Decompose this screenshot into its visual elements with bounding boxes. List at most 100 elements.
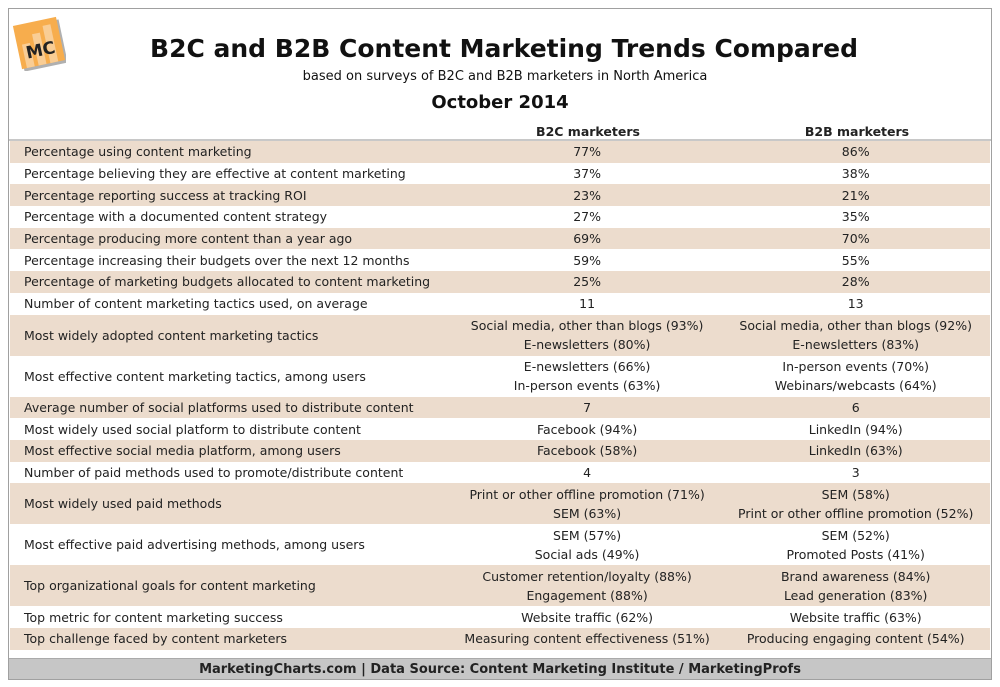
b2b-cell: 21% bbox=[721, 186, 990, 205]
row-label: Most widely adopted content marketing ta… bbox=[24, 327, 319, 343]
chart-subtitle: based on surveys of B2C and B2B marketer… bbox=[302, 69, 708, 84]
b2c-cell: 59% bbox=[453, 251, 722, 270]
b2b-cell: Website traffic (63%) bbox=[721, 608, 990, 627]
table-row: Most effective paid advertising methods,… bbox=[10, 524, 990, 565]
row-label: Percentage reporting success at tracking… bbox=[24, 187, 307, 203]
b2b-cell: 35% bbox=[721, 207, 990, 226]
table-row: Top organizational goals for content mar… bbox=[10, 565, 990, 607]
b2c-value: E-newsletters (66%) bbox=[523, 359, 651, 374]
row-label: Percentage increasing their budgets over… bbox=[24, 252, 410, 268]
b2c-value: E-newsletters (80%) bbox=[523, 337, 651, 352]
b2b-value: 13 bbox=[847, 296, 864, 312]
b2b-cell: Brand awareness (84%) Lead generation (83… bbox=[721, 567, 990, 605]
b2b-value: LinkedIn (94%) bbox=[808, 421, 903, 437]
table-row: Percentage believing they are effective … bbox=[10, 163, 990, 185]
table-row: Percentage of marketing budgets allocate… bbox=[10, 271, 990, 293]
b2c-value: 23% bbox=[573, 187, 601, 203]
row-label: Number of paid methods used to promote/d… bbox=[24, 464, 404, 480]
b2b-value: 38% bbox=[841, 166, 870, 182]
b2b-cell: In-person events (70%) Webinars/webcasts … bbox=[721, 357, 990, 395]
b2b-cell: 86% bbox=[721, 142, 990, 161]
b2c-cell: 27% bbox=[453, 207, 722, 226]
table-row: Most widely used social platform to dist… bbox=[10, 418, 990, 440]
b2b-cell: 38% bbox=[721, 164, 990, 183]
b2c-cell: Facebook (58%) bbox=[453, 441, 722, 460]
b2b-value: 35% bbox=[841, 209, 870, 225]
row-label: Most effective paid advertising methods,… bbox=[24, 537, 365, 553]
b2b-value: Social media, other than blogs (92%) bbox=[739, 318, 972, 333]
b2b-cell: 70% bbox=[721, 229, 990, 248]
chart-title: B2C and B2B Content Marketing Trends Com… bbox=[150, 34, 858, 63]
b2c-value: 69% bbox=[573, 231, 601, 247]
b2b-cell: 13 bbox=[721, 294, 990, 313]
table-row: Percentage producing more content than a… bbox=[10, 227, 990, 250]
b2b-cell: 3 bbox=[721, 463, 990, 482]
b2b-value: SEM (52%) bbox=[821, 527, 890, 543]
b2c-value: 4 bbox=[583, 464, 592, 480]
b2c-cell: 69% bbox=[453, 229, 722, 248]
source-footer: MarketingCharts.com | Data Source: Conte… bbox=[9, 658, 991, 679]
row-label: Most widely used paid methods bbox=[24, 496, 222, 512]
b2b-value: 70% bbox=[841, 231, 870, 247]
row-label: Average number of social platforms used … bbox=[24, 399, 414, 415]
row-label: Most effective social media platform, am… bbox=[24, 443, 341, 459]
b2b-value: Brand awareness (84%) bbox=[780, 568, 931, 584]
b2c-value: 77% bbox=[573, 144, 601, 160]
b2b-value: Lead generation (83%) bbox=[783, 587, 928, 603]
header-divider bbox=[9, 139, 991, 141]
b2c-value: 37% bbox=[573, 166, 601, 182]
chart-date: October 2014 bbox=[431, 92, 569, 113]
b2b-cell: 28% bbox=[721, 272, 990, 291]
b2c-value: Print or other offline promotion (71%) bbox=[469, 486, 705, 502]
b2b-value: Producing engaging content (54%) bbox=[746, 631, 965, 647]
b2b-cell: Social media, other than blogs (92%) E-ne… bbox=[721, 316, 990, 354]
table-row: Most widely used paid methods Print or ot… bbox=[10, 483, 990, 525]
b2c-value: Customer retention/loyalty (88%) bbox=[482, 568, 692, 584]
row-label: Top organizational goals for content mar… bbox=[24, 578, 316, 594]
b2b-value: 55% bbox=[841, 252, 870, 268]
b2b-cell: LinkedIn (63%) bbox=[721, 441, 990, 460]
b2c-cell: Measuring content effectiveness (51%) bbox=[453, 629, 722, 648]
table-row: Most effective social media platform, am… bbox=[10, 439, 990, 462]
b2c-value: Website traffic (62%) bbox=[521, 609, 654, 625]
b2c-value: Engagement (88%) bbox=[526, 587, 648, 603]
b2c-value: 59% bbox=[573, 252, 601, 268]
table-row: Percentage with a documented content str… bbox=[10, 206, 990, 228]
b2c-value: 25% bbox=[573, 274, 601, 290]
b2c-cell: SEM (57%) Social ads (49%) bbox=[453, 526, 722, 564]
b2b-cell: 6 bbox=[721, 398, 990, 417]
b2b-value: Website traffic (63%) bbox=[789, 609, 922, 625]
b2c-cell: 23% bbox=[453, 186, 722, 205]
table-row: Average number of social platforms used … bbox=[10, 396, 990, 419]
b2b-value: SEM (58%) bbox=[821, 486, 890, 502]
b2b-value: Print or other offline promotion (52%) bbox=[738, 505, 974, 521]
b2c-value: SEM (63%) bbox=[553, 505, 622, 521]
b2c-value: 11 bbox=[579, 296, 596, 312]
column-header-b2b: B2B marketers bbox=[804, 124, 910, 139]
row-label: Top metric for content marketing success bbox=[24, 609, 283, 625]
b2b-value: LinkedIn (63%) bbox=[808, 443, 903, 459]
row-label: Percentage using content marketing bbox=[24, 144, 252, 160]
b2c-cell: 37% bbox=[453, 164, 722, 183]
b2b-value: E-newsletters (83%) bbox=[792, 337, 919, 352]
b2c-cell: 4 bbox=[453, 463, 722, 482]
table-row: Percentage reporting success at tracking… bbox=[10, 184, 990, 207]
row-label: Percentage producing more content than a… bbox=[24, 231, 353, 247]
table-row: Most widely adopted content marketing ta… bbox=[10, 314, 990, 356]
b2c-cell: Customer retention/loyalty (88%) Engageme… bbox=[453, 567, 722, 605]
b2c-cell: 11 bbox=[453, 294, 722, 313]
b2c-cell: 25% bbox=[453, 272, 722, 291]
table-row: Number of content marketing tactics used… bbox=[10, 293, 990, 315]
b2c-cell: Social media, other than blogs (93%) E-ne… bbox=[453, 316, 722, 354]
b2c-cell: E-newsletters (66%) In-person events (63%… bbox=[453, 357, 722, 395]
b2b-value: In-person events (70%) bbox=[782, 359, 929, 374]
b2b-value: 6 bbox=[851, 399, 860, 415]
table-row: Percentage increasing their budgets over… bbox=[10, 249, 990, 271]
b2b-value: 21% bbox=[841, 187, 870, 203]
b2b-value: 28% bbox=[841, 274, 870, 290]
b2b-value: 86% bbox=[841, 144, 870, 160]
b2b-value: Webinars/webcasts (64%) bbox=[774, 378, 937, 393]
row-label: Percentage with a documented content str… bbox=[24, 209, 328, 225]
table-row: Most effective content marketing tactics… bbox=[10, 356, 990, 397]
b2c-value: In-person events (63%) bbox=[513, 378, 661, 393]
